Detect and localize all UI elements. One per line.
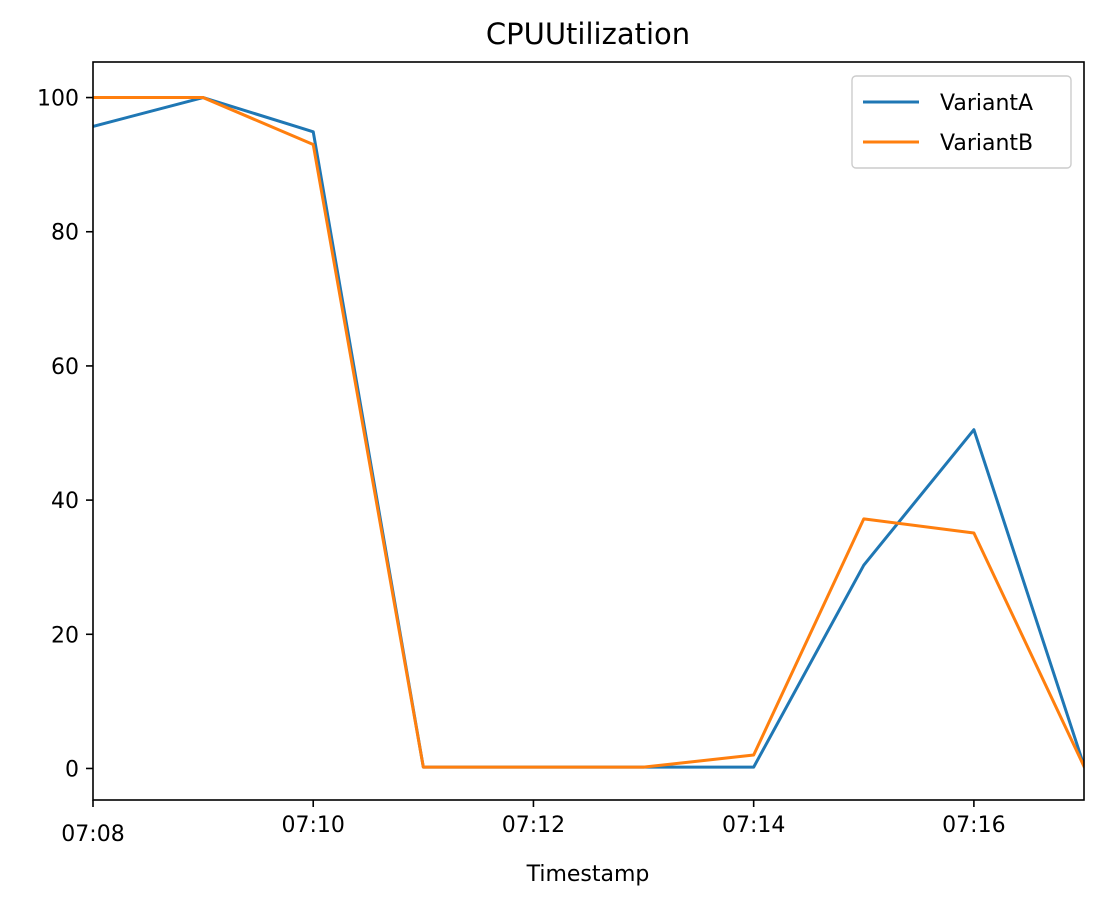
legend-label-variantb: VariantB <box>940 131 1033 156</box>
y-axis: 0 20 40 60 80 100 <box>37 87 93 782</box>
series-line-variantb <box>93 96 1084 769</box>
y-tick-label: 20 <box>51 623 79 648</box>
y-tick-label: 0 <box>65 757 79 782</box>
chart-title: CPUUtilization <box>486 17 690 51</box>
x-tick-label: 07:16 <box>942 813 1005 838</box>
plot-area <box>93 96 1084 769</box>
x-axis: 07:08 07:10 07:12 07:14 07:16 <box>61 800 1006 847</box>
legend-box <box>851 75 1072 169</box>
y-tick-label: 60 <box>51 355 79 380</box>
x-tick-label: 07:14 <box>722 813 785 838</box>
plot-frame <box>92 61 1085 801</box>
x-tick-label: 07:10 <box>282 813 345 838</box>
y-tick-label: 80 <box>51 221 79 246</box>
x-tick-label: 07:08 <box>61 822 124 847</box>
x-tick-label: 07:12 <box>502 813 565 838</box>
legend-label-varianta: VariantA <box>940 91 1033 116</box>
y-tick-label: 40 <box>51 489 79 514</box>
legend: VariantA VariantB <box>851 75 1072 169</box>
x-axis-label: Timestamp <box>526 862 650 887</box>
y-tick-label: 100 <box>37 87 79 112</box>
